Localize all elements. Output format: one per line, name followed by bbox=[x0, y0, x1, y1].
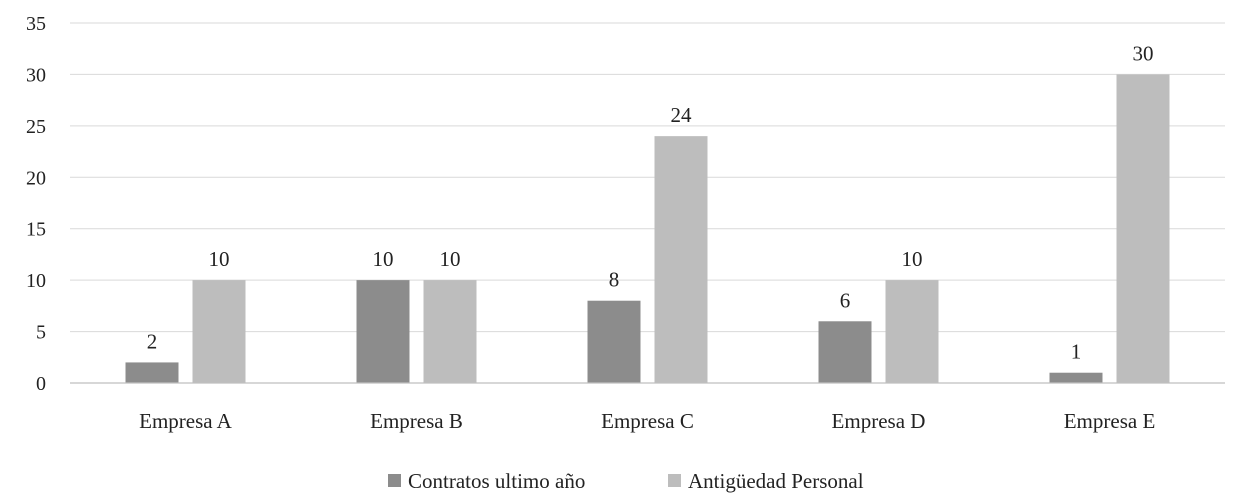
data-label: 24 bbox=[671, 103, 693, 127]
bar-antiguedad-1 bbox=[192, 280, 246, 383]
y-axis-ticks: 0 5 10 15 20 25 30 35 bbox=[26, 13, 46, 395]
x-category-label: Empresa B bbox=[370, 409, 463, 433]
bar-contratos-2 bbox=[356, 280, 410, 383]
x-category-label: Empresa C bbox=[601, 409, 694, 433]
y-tick-label: 20 bbox=[26, 167, 46, 189]
legend: Contratos ultimo año Antigüedad Personal bbox=[388, 469, 864, 493]
bar-contratos-4 bbox=[818, 321, 872, 383]
x-category-label: Empresa A bbox=[139, 409, 233, 433]
data-label: 2 bbox=[147, 329, 158, 353]
legend-label-2: Antigüedad Personal bbox=[688, 469, 864, 493]
y-tick-label: 10 bbox=[26, 270, 46, 292]
bar-contratos-1 bbox=[125, 362, 179, 383]
data-labels: 2 10 10 10 8 24 6 10 1 30 bbox=[147, 41, 1154, 363]
x-category-label: Empresa E bbox=[1064, 409, 1156, 433]
x-axis: Empresa A Empresa B Empresa C Empresa D Empr… bbox=[70, 382, 1225, 433]
bar-antiguedad-3 bbox=[654, 136, 708, 383]
y-tick-label: 35 bbox=[26, 13, 46, 35]
x-category-label: Empresa D bbox=[832, 409, 926, 433]
bar-contratos-3 bbox=[587, 300, 641, 383]
y-tick-label: 5 bbox=[36, 322, 46, 344]
data-label: 6 bbox=[840, 288, 851, 312]
y-tick-label: 25 bbox=[26, 116, 46, 138]
bar-contratos-5 bbox=[1049, 372, 1103, 383]
bar-antiguedad-2 bbox=[423, 280, 477, 383]
y-tick-label: 15 bbox=[26, 219, 46, 241]
legend-swatch-1 bbox=[388, 474, 401, 487]
data-label: 8 bbox=[609, 268, 620, 292]
gridlines bbox=[70, 22, 1225, 333]
legend-label-1: Contratos ultimo año bbox=[408, 469, 585, 493]
legend-swatch-2 bbox=[668, 474, 681, 487]
bar-antiguedad-5 bbox=[1116, 74, 1170, 383]
data-label: 1 bbox=[1071, 340, 1082, 364]
data-label: 10 bbox=[902, 247, 923, 271]
data-label: 30 bbox=[1133, 41, 1154, 65]
data-label: 10 bbox=[373, 247, 394, 271]
bars bbox=[125, 74, 1170, 383]
y-tick-label: 30 bbox=[26, 64, 46, 86]
bar-antiguedad-4 bbox=[885, 280, 939, 383]
y-tick-label: 0 bbox=[36, 373, 46, 395]
data-label: 10 bbox=[440, 247, 461, 271]
data-label: 10 bbox=[209, 247, 230, 271]
